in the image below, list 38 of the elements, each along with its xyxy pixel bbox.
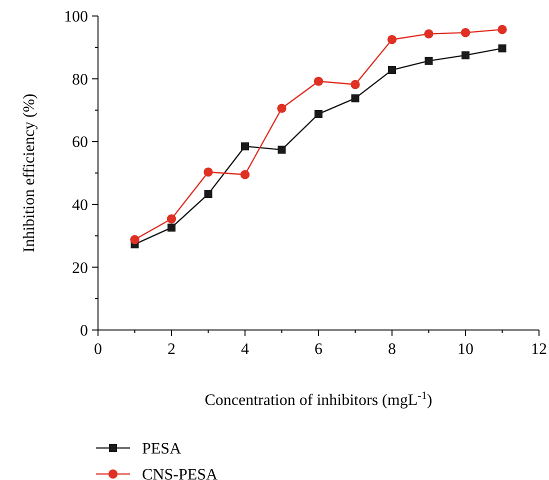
x-tick-label: 12 <box>531 341 547 358</box>
point <box>462 51 470 60</box>
point <box>204 190 212 198</box>
x-tick-label: 2 <box>168 341 176 358</box>
x-tick-label: 10 <box>458 341 474 358</box>
x-tick-label: 6 <box>314 341 322 358</box>
y-tick-label: 60 <box>72 134 88 152</box>
point <box>278 146 286 154</box>
legend-label: PESA <box>142 440 182 458</box>
point <box>277 104 286 113</box>
y-tick-label: 80 <box>72 71 88 88</box>
point <box>314 76 324 86</box>
point <box>498 24 507 34</box>
point <box>424 56 433 65</box>
x-tick-label: 0 <box>94 341 102 358</box>
point <box>388 66 396 74</box>
point <box>166 214 176 224</box>
point <box>204 167 213 177</box>
y-tick-label: 100 <box>64 8 88 26</box>
y-axis-title: Inhibition efficiency (%) <box>21 94 38 252</box>
x-tick-label: 8 <box>388 341 396 358</box>
point <box>351 94 360 102</box>
point <box>350 80 360 90</box>
point <box>241 142 249 150</box>
point <box>498 44 506 52</box>
y-tick-label: 0 <box>80 322 88 340</box>
point <box>240 170 250 180</box>
point <box>424 29 434 38</box>
legend-label: CNS-PESA <box>142 466 218 480</box>
point <box>460 28 470 38</box>
point <box>168 224 176 232</box>
point <box>130 234 140 244</box>
point <box>387 34 397 44</box>
point <box>314 110 322 118</box>
x-tick-label: 4 <box>241 341 249 358</box>
y-tick-label: 20 <box>72 260 88 277</box>
y-tick-label: 40 <box>72 197 88 214</box>
x-axis-title: Concentration of inhibitors (mgL$^{-1}$) <box>204 390 432 409</box>
